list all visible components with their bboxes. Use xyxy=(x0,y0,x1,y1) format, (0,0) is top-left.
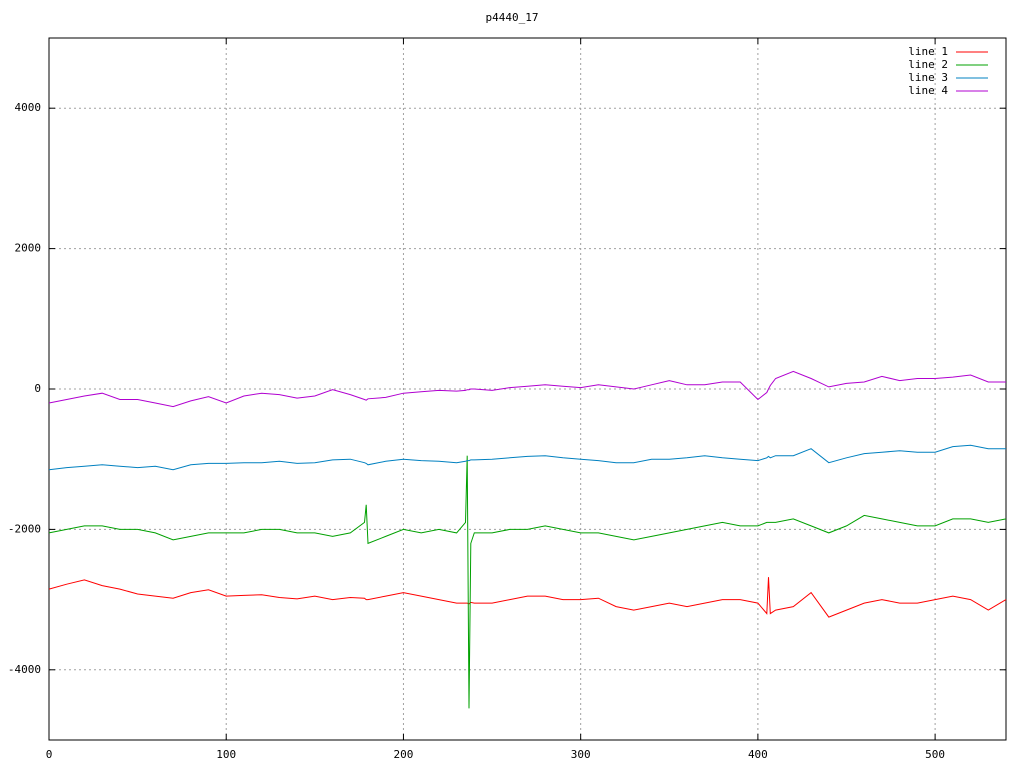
x-tick-label: 100 xyxy=(216,748,236,761)
plot-frame xyxy=(48,37,1007,741)
chart-title: p4440_17 xyxy=(486,11,539,24)
y-tick-label: -4000 xyxy=(8,663,41,676)
y-tick-label: 2000 xyxy=(15,242,42,255)
y-tick-label: -2000 xyxy=(8,522,41,535)
data-line xyxy=(48,577,1007,618)
legend-label: line 4 xyxy=(908,84,948,97)
x-tick-label: 200 xyxy=(394,748,414,761)
legend-label: line 3 xyxy=(908,71,948,84)
y-tick-label: 0 xyxy=(34,382,41,395)
data-line xyxy=(48,370,1006,408)
x-tick-label: 400 xyxy=(748,748,768,761)
data-line xyxy=(48,455,1007,709)
legend-label: line 2 xyxy=(908,58,948,71)
y-tick-label: 4000 xyxy=(15,101,42,114)
data-line xyxy=(48,444,1006,471)
x-tick-label: 500 xyxy=(925,748,945,761)
x-tick-label: 300 xyxy=(571,748,591,761)
legend-label: line 1 xyxy=(908,45,948,58)
x-tick-label: 0 xyxy=(46,748,53,761)
